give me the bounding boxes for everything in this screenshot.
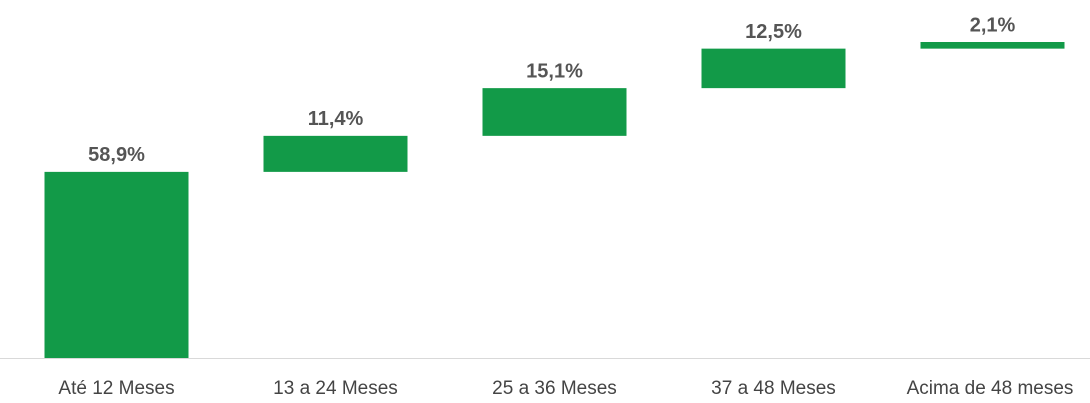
value-label: 58,9% [88,144,145,166]
x-tick-label: 37 a 48 Meses [711,378,836,399]
value-label: 11,4% [308,108,364,130]
value-label: 12,5% [745,21,802,43]
value-label: 2,1% [970,14,1016,36]
bar [701,48,846,89]
x-tick-label: Até 12 Meses [58,378,174,399]
x-tick-label: 13 a 24 Meses [273,378,398,399]
bar [44,171,189,358]
x-tick-label: 25 a 36 Meses [492,378,617,399]
x-tick-label: Acima de 48 meses [907,378,1074,399]
bar [920,42,1065,49]
bar [482,88,627,136]
bar [263,135,408,172]
value-label: 15,1% [526,60,583,82]
